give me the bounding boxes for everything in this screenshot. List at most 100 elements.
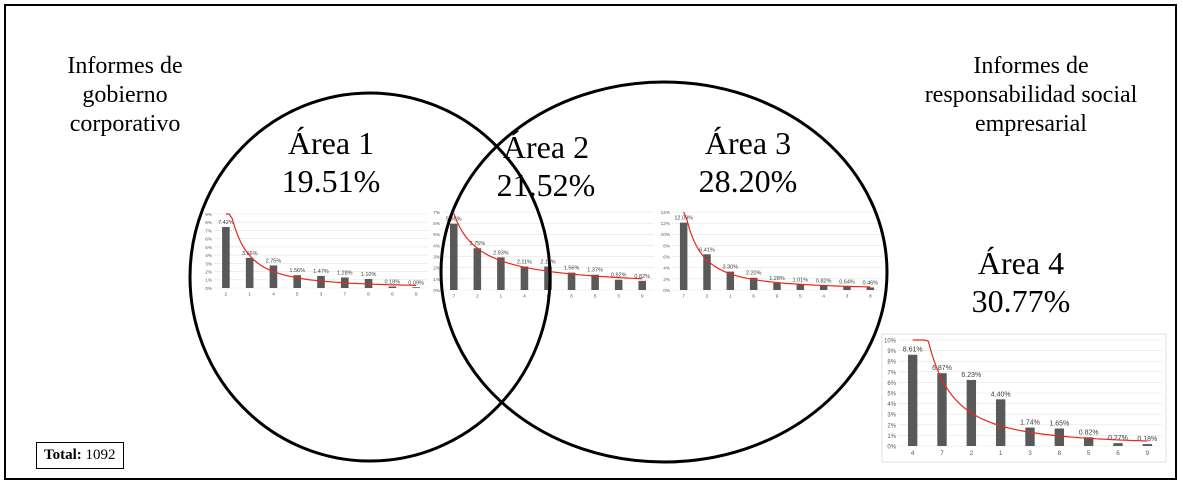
area-percent: 19.51% (281, 163, 381, 200)
y-tick-label: 1% (887, 434, 896, 440)
bar-chart-area-4: 0% 1% 2% 3% 4% 5% 6% 7% 8% 9% 10% 8.61% 4 6.87% 7 6.23%… (881, 333, 1167, 463)
area-name: Área 2 (502, 129, 590, 165)
data-label: 0.82% (634, 274, 650, 280)
x-tick-label: 6 (1116, 450, 1120, 457)
diagram-frame: 0% 1% 2% 3% 4% 5% 6% 7% 8% 9% 7.42% 2 3.66% 1 2.75% 4 1.… (4, 4, 1177, 480)
y-tick-label: 5% (433, 232, 440, 237)
y-tick-label: 0% (887, 444, 896, 450)
venn-circle-left (188, 91, 552, 463)
data-label: 1.56% (564, 266, 580, 272)
data-label: 4.40% (991, 391, 1011, 398)
bar (1113, 443, 1123, 446)
bar (866, 287, 875, 290)
y-tick-label: 10% (884, 338, 897, 344)
bar (638, 280, 646, 290)
data-label: 1.10% (361, 272, 377, 278)
area-percent: 28.20% (698, 163, 798, 200)
y-tick-label: 0% (433, 288, 440, 293)
left-set-title: Informes de gobierno corporativo (67, 53, 183, 137)
data-label: 6.23% (961, 372, 981, 379)
data-label: 3.66% (242, 251, 258, 257)
data-label: 0.82% (816, 278, 832, 284)
y-tick-label: 6% (887, 381, 896, 387)
total-box: Total: 1092 (36, 442, 124, 469)
x-tick-label: 7 (682, 294, 685, 300)
y-tick-label: 4% (887, 402, 896, 408)
y-tick-label: 6% (433, 221, 440, 226)
bar (726, 271, 735, 290)
x-tick-label: 9 (641, 294, 644, 300)
bar (937, 373, 947, 446)
bar (591, 274, 599, 290)
data-label: 2.75% (266, 258, 282, 264)
y-tick-label: 3% (205, 261, 212, 266)
y-tick-label: 0% (663, 288, 670, 293)
data-label: 0.64% (839, 279, 855, 285)
data-label: 2.93% (493, 250, 509, 256)
x-tick-label: 1 (999, 450, 1003, 457)
area-3-label: Área 3 28.20% (678, 124, 818, 201)
x-tick-label: 8 (1058, 450, 1062, 457)
x-tick-label: 9 (415, 292, 418, 298)
x-tick-label: 4 (523, 294, 526, 300)
y-tick-label: 6% (663, 254, 670, 259)
area-1-label: Área 1 19.51% (261, 124, 401, 201)
bar (450, 223, 458, 290)
bar (412, 287, 420, 288)
y-tick-label: 7% (887, 370, 896, 376)
bar (497, 257, 505, 290)
data-label: 0.92% (611, 273, 627, 279)
x-tick-label: 9 (776, 294, 779, 300)
data-label: 0.27% (1108, 435, 1128, 442)
y-tick-label: 14% (661, 210, 670, 215)
data-label: 8.61% (903, 347, 923, 354)
y-tick-label: 8% (887, 360, 896, 366)
bar (614, 279, 623, 290)
x-tick-label: 2 (476, 294, 479, 300)
x-tick-label: 3 (320, 292, 323, 298)
y-tick-label: 3% (433, 254, 440, 259)
bar (796, 284, 805, 290)
x-tick-label: 7 (343, 292, 346, 298)
bar (1025, 427, 1035, 446)
data-label: 1.01% (793, 277, 809, 283)
data-label: 1.37% (587, 268, 603, 274)
data-label: 6.41% (699, 247, 715, 253)
data-label: 1.65% (1049, 421, 1069, 428)
data-label: 1.74% (1020, 420, 1040, 427)
total-label: Total: (44, 447, 82, 463)
x-tick-label: 5 (296, 292, 299, 298)
data-label: 3.75% (470, 241, 486, 247)
x-tick-label: 1 (500, 294, 503, 300)
x-tick-label: 7 (940, 450, 944, 457)
bar (995, 399, 1006, 446)
y-tick-label: 10% (661, 232, 670, 237)
y-tick-label: 1% (205, 278, 212, 283)
bar (544, 266, 552, 290)
data-label: 1.56% (289, 268, 305, 274)
x-tick-label: 2 (225, 292, 228, 298)
data-label: 0.82% (1079, 429, 1099, 436)
bar (819, 285, 828, 290)
bar (703, 254, 711, 290)
bar (843, 286, 851, 290)
data-label: 1.28% (337, 270, 353, 276)
x-tick-label: 1 (248, 292, 251, 298)
trendline (453, 213, 643, 280)
data-label: 0.18% (1137, 436, 1157, 443)
data-label: 0.18% (385, 280, 401, 286)
x-tick-label: 1 (729, 294, 732, 300)
data-label: 12.09% (674, 216, 693, 222)
bar (293, 275, 302, 288)
trendline (912, 339, 1148, 442)
x-tick-label: 7 (452, 294, 455, 300)
x-tick-label: 8 (869, 294, 872, 300)
y-tick-label: 0% (205, 286, 212, 291)
x-tick-label: 4 (272, 292, 275, 298)
bar (907, 354, 918, 446)
y-tick-label: 3% (887, 413, 896, 419)
y-tick-label: 6% (205, 237, 212, 242)
data-label: 2.11% (517, 259, 532, 265)
area-2-label: Área 2 21.52% (476, 128, 616, 205)
x-tick-label: 6 (391, 292, 394, 298)
